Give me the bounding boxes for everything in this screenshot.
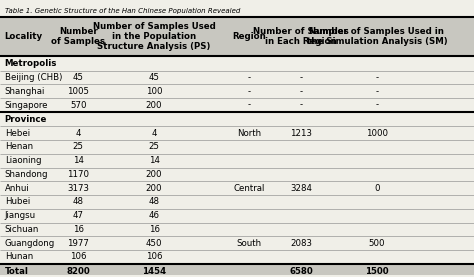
Text: Number of Samples Used in
the Simulation Analysis (SM): Number of Samples Used in the Simulation… [307,27,447,46]
Text: 45: 45 [73,73,84,82]
Text: 450: 450 [146,239,162,248]
Text: Hunan: Hunan [5,252,33,261]
Text: Anhui: Anhui [5,184,29,193]
Text: -: - [247,101,250,110]
Text: Province: Province [5,115,47,124]
Text: Beijing (CHB): Beijing (CHB) [5,73,62,82]
Text: 1005: 1005 [67,87,89,96]
Text: 1000: 1000 [366,129,388,138]
Text: Number of Samples Used
in the Population
Structure Analysis (PS): Number of Samples Used in the Population… [93,22,215,51]
Text: Locality: Locality [5,32,43,41]
Text: 200: 200 [146,101,162,110]
Text: 106: 106 [146,252,162,261]
Text: -: - [375,87,378,96]
Text: 570: 570 [70,101,86,110]
Text: 1170: 1170 [67,170,89,179]
Text: Liaoning: Liaoning [5,156,41,165]
Text: 16: 16 [148,225,160,234]
Text: 2083: 2083 [290,239,312,248]
Text: -: - [247,87,250,96]
Text: 1454: 1454 [142,267,166,276]
Text: 3173: 3173 [67,184,89,193]
Text: 4: 4 [151,129,157,138]
Text: 45: 45 [148,73,160,82]
Text: 25: 25 [73,142,84,152]
Text: 1500: 1500 [365,267,389,276]
Text: -: - [375,101,378,110]
Text: -: - [300,87,302,96]
Text: Region: Region [232,32,266,41]
Text: 16: 16 [73,225,84,234]
Text: Shandong: Shandong [5,170,48,179]
Text: 6580: 6580 [289,267,313,276]
Text: -: - [300,101,302,110]
Text: Shanghai: Shanghai [5,87,45,96]
Text: North: North [237,129,261,138]
Text: 500: 500 [369,239,385,248]
Text: 47: 47 [73,211,84,220]
Text: 3284: 3284 [290,184,312,193]
Text: Total: Total [5,267,28,276]
Bar [0,17,474,57]
Text: -: - [375,73,378,82]
Text: 200: 200 [146,170,162,179]
Text: 48: 48 [148,198,160,206]
Text: 200: 200 [146,184,162,193]
Text: 0: 0 [374,184,380,193]
Text: 48: 48 [73,198,84,206]
Text: -: - [247,73,250,82]
Text: 1977: 1977 [67,239,89,248]
Text: Guangdong: Guangdong [5,239,55,248]
Text: Jiangsu: Jiangsu [5,211,36,220]
Text: Singapore: Singapore [5,101,48,110]
Text: -: - [300,73,302,82]
Text: 14: 14 [148,156,160,165]
Text: Metropolis: Metropolis [5,59,57,68]
Text: South: South [236,239,262,248]
Text: Table 1. Genetic Structure of the Han Chinese Population Revealed: Table 1. Genetic Structure of the Han Ch… [5,8,240,14]
Text: Sichuan: Sichuan [5,225,39,234]
Text: 4: 4 [75,129,81,138]
Text: Number
of Samples: Number of Samples [51,27,105,46]
Text: Henan: Henan [5,142,33,152]
Text: Hubei: Hubei [5,198,30,206]
Text: Hebei: Hebei [5,129,30,138]
Text: 14: 14 [73,156,84,165]
Text: 8200: 8200 [66,267,90,276]
Text: 106: 106 [70,252,86,261]
Text: 25: 25 [148,142,160,152]
Text: 46: 46 [148,211,160,220]
Text: 1213: 1213 [290,129,312,138]
Text: Number of Samples
in Each Region: Number of Samples in Each Region [253,27,349,46]
Text: Central: Central [233,184,264,193]
Bar [0,264,474,277]
Text: 100: 100 [146,87,162,96]
